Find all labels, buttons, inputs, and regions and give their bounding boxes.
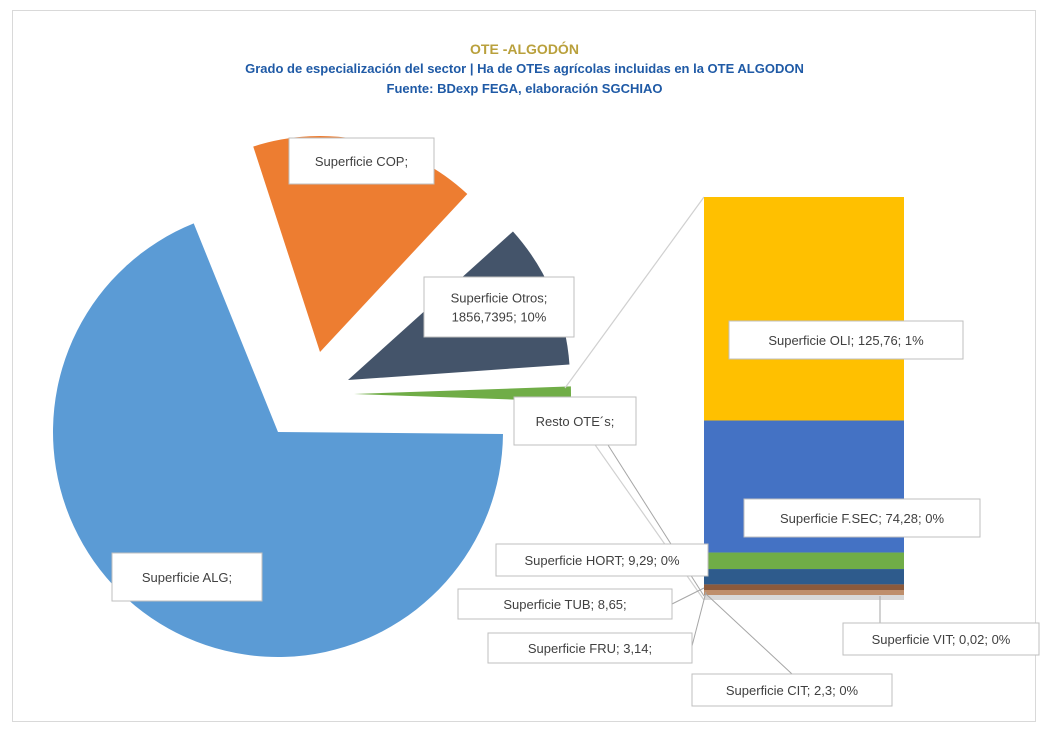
label-oli-box xyxy=(728,320,964,360)
bar-segment-hort xyxy=(704,552,904,570)
chart-source: Fuente: BDexp FEGA, elaboración SGCHIAO xyxy=(386,81,663,96)
bar-segment-vit xyxy=(704,595,904,600)
label-alg-box xyxy=(111,552,263,602)
label-hort: Superficie HORT; 9,29; 0% xyxy=(524,553,680,568)
label-resto-box xyxy=(513,396,637,446)
label-otros-line-1: Superficie Otros; xyxy=(451,291,548,306)
label-otros-box xyxy=(423,276,575,338)
label-alg: Superficie ALG; xyxy=(142,570,232,585)
bar-segment-oli xyxy=(704,197,904,421)
label-tub-box xyxy=(457,588,673,620)
label-vit: Superficie VIT; 0,02; 0% xyxy=(872,632,1011,647)
label-cop: Superficie COP; xyxy=(315,154,408,169)
pie-slice-cop xyxy=(253,136,468,352)
label-cit-box xyxy=(691,673,893,707)
label-fsec-box xyxy=(743,498,981,538)
connector-top xyxy=(564,196,705,389)
label-tub-leader xyxy=(671,587,705,605)
label-cit-leader xyxy=(705,593,793,675)
label-fru-leader xyxy=(691,591,707,647)
label-cop-box xyxy=(288,137,435,185)
bar-segment-tub xyxy=(704,569,904,585)
chart-subtitle: Grado de especialización del sector | Ha… xyxy=(245,61,804,76)
label-cit: Superficie CIT; 2,3; 0% xyxy=(726,683,859,698)
label-fru: Superficie FRU; 3,14; xyxy=(528,641,652,656)
pie-group xyxy=(52,136,571,657)
stacked-bar-group xyxy=(704,197,904,600)
label-oli: Superficie OLI; 125,76; 1% xyxy=(768,333,924,348)
label-fsec: Superficie F.SEC; 74,28; 0% xyxy=(780,511,944,526)
bar-segment-cit xyxy=(704,590,904,595)
data-labels: Superficie ALG; Superficie COP; Superficie… xyxy=(111,137,1040,707)
label-otros-line-2: 1856,7395; 10% xyxy=(452,310,547,325)
chart-title: OTE -ALGODÓN xyxy=(470,41,579,57)
bar-segment-fru xyxy=(704,584,904,590)
label-resto: Resto OTE´s; xyxy=(536,414,615,429)
label-hort-box xyxy=(495,543,709,577)
chart-titles: OTE -ALGODÓN Grado de especialización de… xyxy=(0,40,1049,98)
label-tub: Superficie TUB; 8,65; xyxy=(503,597,626,612)
label-fru-box xyxy=(487,632,693,664)
pie-slice-alg xyxy=(52,223,503,657)
label-vit-box xyxy=(842,622,1040,656)
